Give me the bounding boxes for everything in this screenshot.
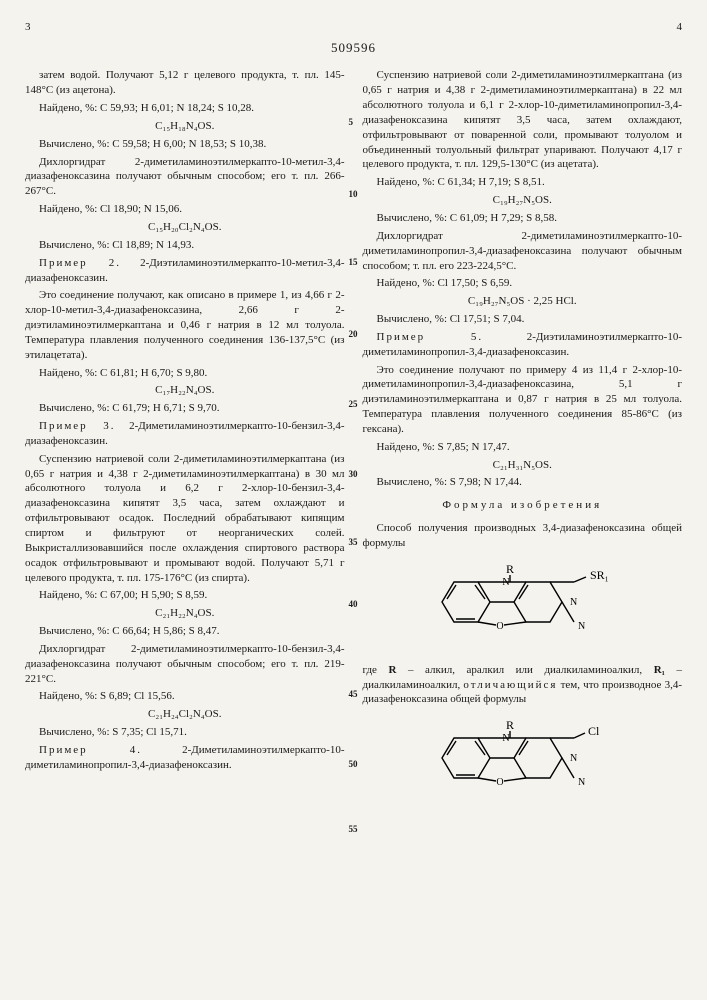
line-mark: 25 xyxy=(349,398,358,410)
label-N: N xyxy=(578,777,585,788)
body-text: Вычислено, %: S 7,35; Cl 15,71. xyxy=(25,725,345,740)
line-mark: 50 xyxy=(349,758,358,770)
column-left: затем водой. Получают 5,12 г целевого пр… xyxy=(25,68,345,819)
example-heading: Пример 3. 2-Диметиламиноэтилмеркапто-10-… xyxy=(25,419,345,449)
body-text: Найдено, %: С 59,93; Н 6,01; N 18,24; S … xyxy=(25,101,345,116)
body-text: Вычислено, %: S 7,98; N 17,44. xyxy=(363,475,683,490)
chem-formula: C₁₅H₁₈N₄OS. xyxy=(25,119,345,134)
label-O: O xyxy=(497,621,504,632)
text-columns: затем водой. Получают 5,12 г целевого пр… xyxy=(25,68,682,819)
label-SR1: SR₁ xyxy=(590,568,609,582)
body-text: Найдено, %: S 6,89; Cl 15,56. xyxy=(25,689,345,704)
line-mark: 45 xyxy=(349,688,358,700)
example-label: Пример 4. xyxy=(39,744,142,756)
body-text: Найдено, %: С 61,34; Н 7,19; S 8,51. xyxy=(363,175,683,190)
example-heading: Пример 5. 2-Диэтиламиноэтилмеркапто-10-д… xyxy=(363,330,683,360)
label-R: R xyxy=(506,562,514,576)
chem-formula: C₂₁H₃₁N₅OS. xyxy=(363,458,683,473)
line-mark: 35 xyxy=(349,536,358,548)
line-mark: 40 xyxy=(349,598,358,610)
chem-formula: C₁₉H₂₇N₅OS. xyxy=(363,193,683,208)
body-text: Вычислено, %: С 59,58; Н 6,00; N 18,53; … xyxy=(25,137,345,152)
body-text: где R – алкил, аралкил или диалкиламиноа… xyxy=(363,663,683,708)
body-text: Найдено, %: Cl 17,50; S 6,59. xyxy=(363,276,683,291)
body-text: Найдено, %: S 7,85; N 17,47. xyxy=(363,440,683,455)
label-Cl: Cl xyxy=(588,724,600,738)
page-number-row: 3 4 xyxy=(25,20,682,35)
label-N: N xyxy=(578,621,585,632)
label-N: N xyxy=(503,577,510,588)
body-text: Дихлоргидрат 2-диметиламиноэтилмеркапто-… xyxy=(25,642,345,687)
body-text: Это соединение получают по примеру 4 из … xyxy=(363,363,683,437)
line-mark: 30 xyxy=(349,468,358,480)
label-R: R xyxy=(506,718,514,732)
line-mark: 5 xyxy=(349,116,354,128)
chem-formula: C₂₁H₂₂N₄OS. xyxy=(25,606,345,621)
section-title: Формула изобретения xyxy=(363,498,683,513)
chem-formula: C₁₅H₂₀Cl₂N₄OS. xyxy=(25,220,345,235)
page-left: 3 xyxy=(25,20,31,35)
line-mark: 10 xyxy=(349,188,358,200)
label-N: N xyxy=(570,597,577,608)
body-text: Дихлоргидрат 2-диметиламиноэтилмеркапто-… xyxy=(363,229,683,274)
body-text: Способ получения производных 3,4-диазафе… xyxy=(363,521,683,551)
body-text: Найдено, %: С 67,00; Н 5,90; S 8,59. xyxy=(25,588,345,603)
body-text: Найдено, %: Cl 18,90; N 15,06. xyxy=(25,202,345,217)
chem-structure-2: R N O N N Cl xyxy=(363,713,683,813)
example-heading: Пример 4. 2-Диметиламиноэтилмеркапто-10-… xyxy=(25,743,345,773)
body-text: Вычислено, %: Cl 17,51; S 7,04. xyxy=(363,312,683,327)
body-text: Найдено, %: С 61,81; Н 6,70; S 9,80. xyxy=(25,366,345,381)
chem-structure-1: R N O N N SR₁ xyxy=(363,557,683,657)
label-O: O xyxy=(497,777,504,788)
body-text: Вычислено, %: Cl 18,89; N 14,93. xyxy=(25,238,345,253)
column-right: 5 10 15 20 25 30 35 40 45 50 55 Суспензи… xyxy=(363,68,683,819)
chem-formula: C₁₇H₂₂N₄OS. xyxy=(25,383,345,398)
example-heading: Пример 2. 2-Диэтиламиноэтилмеркапто-10-м… xyxy=(25,256,345,286)
line-mark: 55 xyxy=(349,823,358,835)
example-label: Пример 5. xyxy=(377,331,484,343)
example-label: Пример 3. xyxy=(39,420,116,432)
label-N: N xyxy=(570,753,577,764)
label-N: N xyxy=(503,733,510,744)
body-text: затем водой. Получают 5,12 г целевого пр… xyxy=(25,68,345,98)
line-mark: 20 xyxy=(349,328,358,340)
body-text: Дихлоргидрат 2-диметиламиноэтилмеркапто-… xyxy=(25,155,345,200)
body-text: Это соединение получают, как описано в п… xyxy=(25,288,345,362)
chem-formula: C₂₁H₂₄Cl₂N₄OS. xyxy=(25,707,345,722)
body-text: Вычислено, %: С 61,09; Н 7,29; S 8,58. xyxy=(363,211,683,226)
line-mark: 15 xyxy=(349,256,358,268)
example-label: Пример 2. xyxy=(39,257,121,269)
body-text: Суспензию натриевой соли 2-диметиламиноэ… xyxy=(363,68,683,172)
chem-formula: C₁₉H₂₇N₅OS · 2,25 HCl. xyxy=(363,294,683,309)
body-text: Вычислено, %: С 61,79; Н 6,71; S 9,70. xyxy=(25,401,345,416)
body-text: Вычислено, %: С 66,64; Н 5,86; S 8,47. xyxy=(25,624,345,639)
doc-number: 509596 xyxy=(25,39,682,57)
body-text: Суспензию натриевой соли 2-диметиламиноэ… xyxy=(25,452,345,586)
page-right: 4 xyxy=(677,20,683,35)
